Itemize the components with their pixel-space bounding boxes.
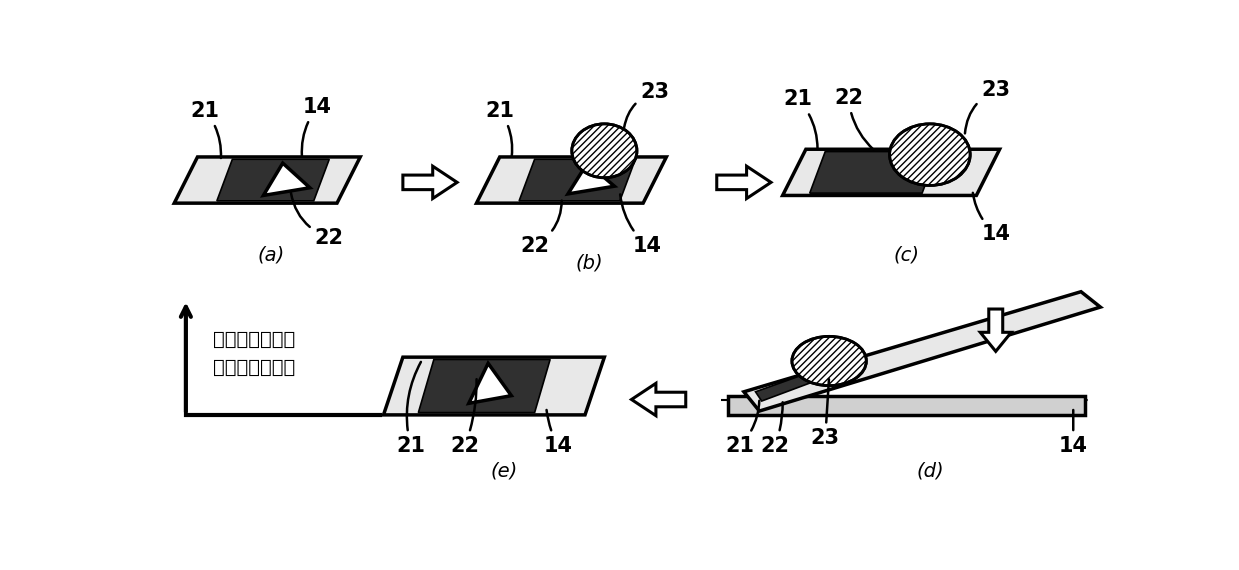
Text: (a): (a) xyxy=(258,246,285,265)
Polygon shape xyxy=(468,363,512,404)
Text: (e): (e) xyxy=(489,462,517,481)
Text: (c): (c) xyxy=(893,246,919,265)
Text: 22: 22 xyxy=(761,402,789,455)
Ellipse shape xyxy=(572,124,637,178)
Polygon shape xyxy=(519,159,636,201)
Polygon shape xyxy=(419,360,550,413)
Text: 21: 21 xyxy=(783,89,818,149)
Text: 23: 23 xyxy=(624,82,669,127)
Polygon shape xyxy=(729,396,1085,415)
Polygon shape xyxy=(980,309,1011,351)
Text: 21: 21 xyxy=(396,362,425,455)
Polygon shape xyxy=(384,357,605,415)
Text: (d): (d) xyxy=(916,462,944,481)
Text: 14: 14 xyxy=(973,193,1010,244)
Text: 21: 21 xyxy=(726,401,760,455)
Text: 21: 21 xyxy=(486,101,514,157)
Polygon shape xyxy=(743,292,1100,411)
Polygon shape xyxy=(567,163,615,194)
Polygon shape xyxy=(783,149,1000,196)
Polygon shape xyxy=(175,157,361,203)
Text: 14: 14 xyxy=(544,410,572,455)
Text: 22: 22 xyxy=(834,88,873,150)
Text: 23: 23 xyxy=(965,80,1010,133)
Polygon shape xyxy=(716,166,771,198)
Text: (b): (b) xyxy=(575,254,602,272)
Polygon shape xyxy=(756,357,859,401)
Polygon shape xyxy=(403,166,457,198)
Text: 14: 14 xyxy=(621,194,662,255)
Polygon shape xyxy=(632,384,685,416)
Text: 21: 21 xyxy=(191,101,221,158)
Polygon shape xyxy=(810,152,938,193)
Text: 23: 23 xyxy=(810,379,840,448)
Text: 22: 22 xyxy=(291,193,343,248)
Text: 14: 14 xyxy=(1059,410,1088,455)
Polygon shape xyxy=(264,163,310,196)
Ellipse shape xyxy=(792,336,866,386)
Polygon shape xyxy=(217,159,330,201)
Text: 循环，多次转移
制备纵向异质结: 循环，多次转移 制备纵向异质结 xyxy=(213,330,295,377)
Text: 22: 22 xyxy=(450,379,479,455)
Ellipse shape xyxy=(890,124,970,185)
Polygon shape xyxy=(477,157,667,203)
Text: 14: 14 xyxy=(302,97,332,157)
Text: 22: 22 xyxy=(520,201,561,255)
